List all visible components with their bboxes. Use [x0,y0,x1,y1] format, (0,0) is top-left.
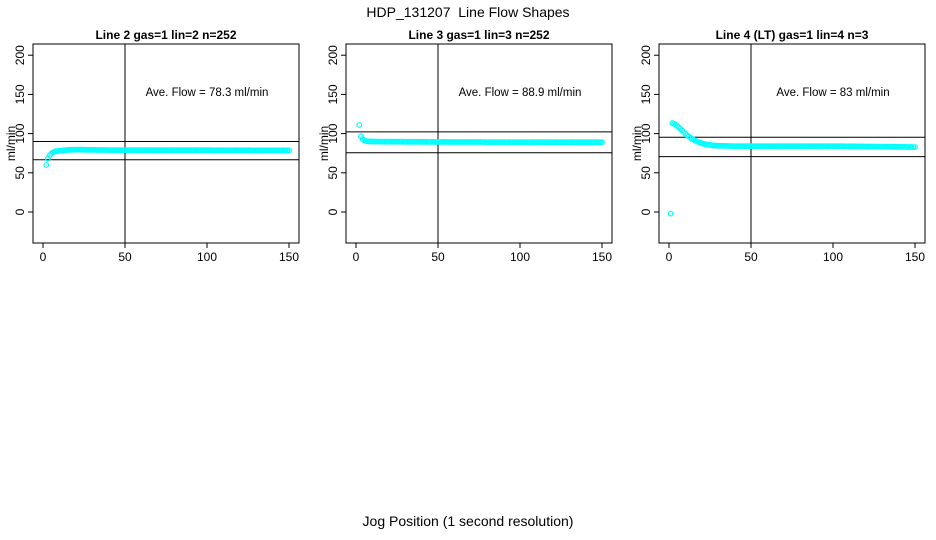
ave-flow-annotation: Ave. Flow = 78.3 ml/min [146,87,269,99]
x-tick-label: 100 [823,250,843,264]
main-title: HDP_131207 Line Flow Shapes [366,4,570,20]
panel-title: Line 3 gas=1 lin=3 n=252 [408,28,549,42]
data-point [599,139,605,146]
data-point [682,130,689,137]
x-tick-label: 150 [592,250,612,264]
panel-title: Line 4 (LT) gas=1 lin=4 n=3 [716,28,869,42]
y-axis-label: ml/min [4,126,18,161]
y-tick-label: 150 [326,84,340,104]
data-points [667,120,918,217]
data-point [43,162,50,168]
data-point [356,122,363,128]
ave-flow-annotation: Ave. Flow = 88.9 ml/min [459,87,582,99]
data-point [286,147,292,154]
x-tick-label: 50 [431,250,445,264]
x-tick-label: 50 [118,250,132,264]
x-axis-outer-label: Jog Position (1 second resolution) [362,513,574,529]
panel-2: 0 50 100 150 0 50 100 150 200 ml/min Line 3 gas=1 … [317,28,613,264]
x-tick-label: 0 [40,250,47,264]
plot-box [658,43,926,244]
y-tick-label: 50 [326,166,340,180]
y-tick-label: 200 [326,45,340,65]
y-tick-label: 0 [639,208,653,215]
y-axis-label: ml/min [317,126,331,161]
y-tick-label: 50 [639,166,653,180]
data-point [667,210,674,217]
y-tick-label: 0 [13,208,27,215]
y-axis-label: ml/min [630,126,644,161]
x-tick-label: 100 [197,250,217,264]
y-tick-label: 200 [639,45,653,65]
data-points [43,146,292,168]
panel-3: 0 50 100 150 0 50 100 150 200 ml/min Line 4 (LT) g… [630,28,926,264]
y-tick-label: 200 [13,45,27,65]
data-point [677,125,684,132]
y-tick-label: 50 [13,166,27,180]
x-tick-label: 50 [744,250,758,264]
ave-flow-annotation: Ave. Flow = 83 ml/min [776,87,889,99]
plot-box [32,43,300,244]
x-tick-label: 150 [279,250,299,264]
panel-title: Line 2 gas=1 lin=2 n=252 [95,28,236,42]
x-tick-label: 0 [666,250,673,264]
x-tick-label: 100 [510,250,530,264]
y-tick-label: 100 [13,123,27,143]
data-points [356,122,605,146]
y-tick-label: 150 [639,84,653,104]
plot-box [345,43,613,244]
y-tick-label: 0 [326,208,340,215]
y-tick-label: 100 [639,123,653,143]
x-tick-label: 150 [905,250,925,264]
panel-1: 0 50 100 150 0 50 100 150 200 ml/min Line 2 gas=1 … [4,28,300,264]
y-tick-label: 100 [326,123,340,143]
data-point [912,144,918,151]
data-point [680,129,687,135]
y-tick-label: 150 [13,84,27,104]
x-tick-label: 0 [353,250,360,264]
